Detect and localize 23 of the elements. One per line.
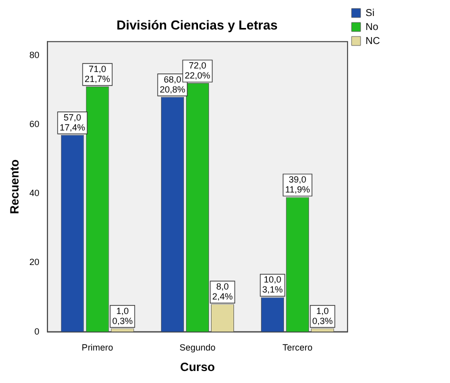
y-tick-label: 60 [29, 119, 40, 129]
data-label: 57,0 17,4% [60, 112, 86, 132]
x-tick-label: Primero [82, 342, 114, 353]
data-label: 71,0 21,7% [84, 64, 110, 84]
y-tick-label: 80 [29, 50, 40, 60]
x-axis-title: Curso [180, 360, 215, 374]
legend-label: Si [366, 8, 374, 19]
x-tick-label: Tercero [282, 342, 313, 353]
y-tick-label: 20 [29, 257, 40, 268]
legend-label: NC [366, 36, 380, 47]
x-tick-label: Segundo [179, 342, 216, 353]
data-label: 39,0 11,9% [285, 174, 310, 195]
data-label: 1,0 0,3% [112, 306, 133, 326]
y-tick-label: 40 [29, 188, 40, 198]
data-label: 8,0 2,4% [212, 282, 233, 302]
data-label: 10,0 3,1% [262, 274, 283, 295]
data-label: 68,0 20,8% [160, 74, 186, 94]
chart-title: División Ciencias y Letras [116, 17, 278, 32]
data-label: 72,0 22,0% [184, 60, 210, 81]
data-label: 1,0 0,3% [312, 306, 333, 326]
legend-label: No [366, 22, 379, 33]
y-tick-label: 0 [34, 326, 40, 336]
y-axis-title: Recuento [8, 159, 22, 214]
